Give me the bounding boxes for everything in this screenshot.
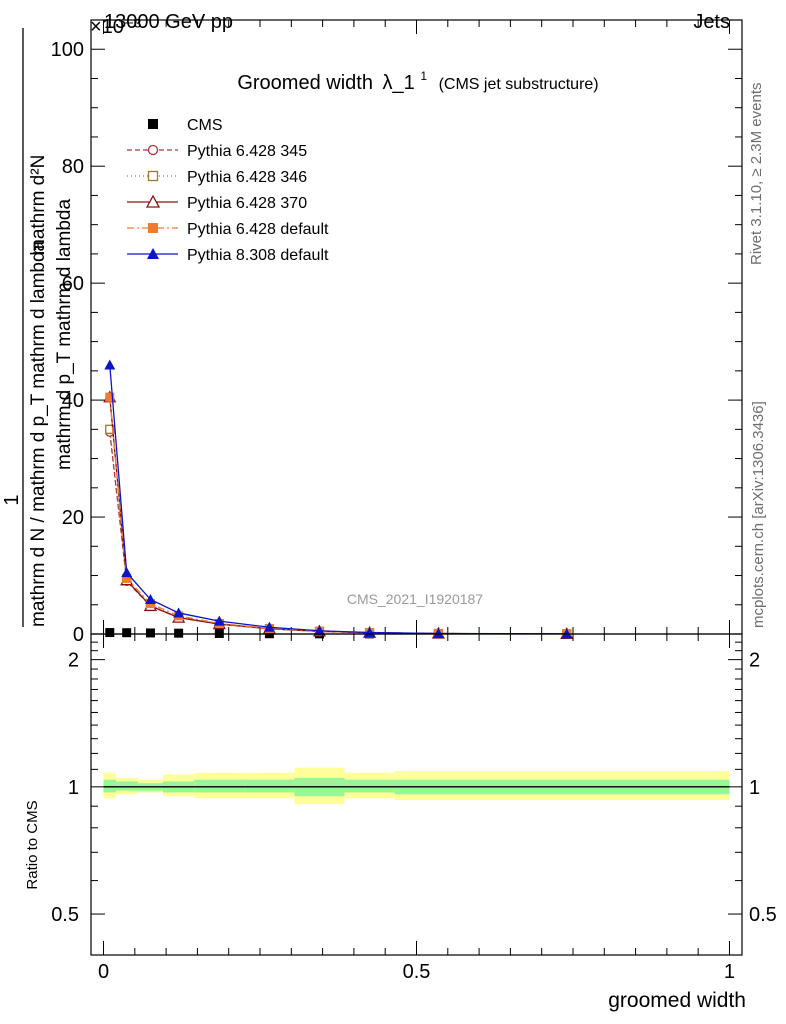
chart-title: Groomed width λ_1 1 (CMS jet substructur… xyxy=(237,63,598,94)
main-y-axis-label: 1 mathrm d N / mathrm d p_T mathrm d lam… xyxy=(1,28,75,627)
y-tick-label: 60 xyxy=(62,273,84,295)
ratio-y-tick-label: 0.5 xyxy=(51,904,79,926)
series-line xyxy=(109,397,567,635)
data-point xyxy=(263,621,275,632)
data-point xyxy=(105,628,115,638)
ylabel-numerator: 1 xyxy=(1,494,23,505)
data-point xyxy=(145,194,161,208)
y-tick-label: 20 xyxy=(62,507,84,529)
data-point xyxy=(432,627,444,638)
series-pythia-6-428-default xyxy=(105,392,572,639)
legend-entry: Pythia 6.428 370 xyxy=(127,194,307,212)
energy-label: 13000 GeV pp xyxy=(104,11,233,33)
legend-entry: Pythia 6.428 345 xyxy=(127,143,307,160)
y-tick-label: 100 xyxy=(51,39,84,61)
data-point xyxy=(104,359,116,370)
data-point xyxy=(147,248,159,259)
y-tick-label: 0 xyxy=(73,624,84,646)
uncertainty-band-stat xyxy=(194,779,245,793)
legend-entry: Pythia 6.428 default xyxy=(127,221,329,238)
ylabel-denominator: mathrm d N / mathrm d p_T mathrm d lambd… xyxy=(28,240,49,627)
data-point xyxy=(174,628,184,638)
legend-entry: Pythia 6.428 346 xyxy=(127,169,307,186)
legend-label: CMS xyxy=(187,117,223,134)
chart-title-sup: 1 xyxy=(420,69,427,83)
data-point xyxy=(105,424,115,434)
legend-entry: Pythia 8.308 default xyxy=(127,247,329,264)
y-tick-label: 80 xyxy=(62,156,84,178)
series-line xyxy=(109,432,567,635)
series-pythia-8-308-default xyxy=(104,359,573,639)
ratio-y-tick-label: 2 xyxy=(68,650,79,672)
legend-label: Pythia 6.428 default xyxy=(187,221,329,238)
x-axis-label: groomed width xyxy=(608,989,746,1012)
data-point xyxy=(121,567,133,578)
data-point xyxy=(122,628,132,638)
ratio-plot-panel: 0.5 0.5 1 1 2 2 0 0.5 1 xyxy=(51,633,777,983)
data-point xyxy=(144,593,156,604)
chart-title-suffix: (CMS jet substructure) xyxy=(439,76,599,93)
data-point xyxy=(148,119,158,129)
data-point xyxy=(173,607,185,618)
ratio-y-tick-label-right: 2 xyxy=(749,650,760,672)
ratio-y-tick-label-right: 0.5 xyxy=(749,904,777,926)
series-pythia-6-428-345 xyxy=(105,427,572,639)
ylabel-top: mathrm d²N xyxy=(28,155,49,255)
chart-title-symbol: λ_1 xyxy=(383,72,415,94)
series-line xyxy=(109,397,567,635)
legend-label: Pythia 6.428 370 xyxy=(187,195,307,212)
x-tick-label: 1 xyxy=(724,961,735,983)
x-tick-label: 0.5 xyxy=(403,961,431,983)
analysis-watermark: CMS_2021_I1920187 xyxy=(347,591,483,607)
data-point xyxy=(148,223,158,233)
data-point xyxy=(561,628,573,639)
mcplots-label: mcplots.cern.ch [arXiv:1306.3436] xyxy=(750,401,767,628)
x-tick-label: 0 xyxy=(98,961,109,983)
uncertainty-band-stat xyxy=(103,779,117,793)
data-point xyxy=(147,144,159,156)
data-point xyxy=(147,170,159,182)
y-tick-label: 40 xyxy=(62,390,84,412)
exponent-label: ×10⁻³ xyxy=(90,16,141,38)
rivet-label: Rivet 3.1.10, ≥ 2.3M events xyxy=(748,83,765,266)
series-line xyxy=(109,364,567,635)
uncertainty-band-stat xyxy=(244,779,295,793)
uncertainty-band-stat xyxy=(116,781,138,791)
chart-title-text: Groomed width xyxy=(237,72,373,94)
data-point xyxy=(145,628,155,638)
legend-entry: CMS xyxy=(148,117,223,134)
legend-label: Pythia 8.308 default xyxy=(187,247,329,264)
ylabel-bottom: mathrm d p_T mathrm d lambda xyxy=(54,199,75,470)
data-point xyxy=(213,615,225,626)
data-point xyxy=(105,392,115,402)
main-plot-panel: 0 20 40 60 80 100 xyxy=(51,19,743,646)
ratio-y-tick-label: 1 xyxy=(68,777,79,799)
category-label: Jets xyxy=(693,11,730,33)
legend-label: Pythia 6.428 346 xyxy=(187,169,307,186)
legend-label: Pythia 6.428 345 xyxy=(187,143,307,160)
series-pythia-6-428-346 xyxy=(105,424,572,639)
ratio-y-axis-label: Ratio to CMS xyxy=(24,800,41,889)
data-point xyxy=(313,625,325,636)
data-point xyxy=(122,573,132,583)
ratio-y-tick-label-right: 1 xyxy=(749,777,760,799)
main-plot-frame xyxy=(90,19,743,635)
uncertainty-band-stat xyxy=(344,779,395,793)
series-line xyxy=(109,429,567,635)
legend: CMS Pythia 6.428 345 Pythia 6.428 346 Pythi… xyxy=(127,117,329,264)
series-pythia-6-428-370 xyxy=(103,390,574,640)
